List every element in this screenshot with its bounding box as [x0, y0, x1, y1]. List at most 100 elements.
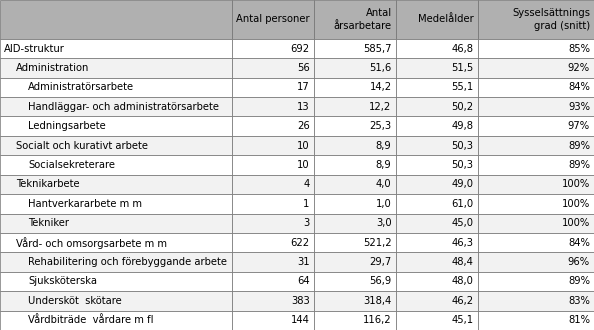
- Bar: [314, 194, 396, 214]
- Bar: [314, 39, 396, 58]
- Text: 97%: 97%: [568, 121, 590, 131]
- Bar: [396, 311, 478, 330]
- Text: 8,9: 8,9: [376, 160, 391, 170]
- Text: 46,2: 46,2: [451, 296, 473, 306]
- Text: 46,3: 46,3: [451, 238, 473, 248]
- Bar: [232, 78, 314, 97]
- Text: Ledningsarbete: Ledningsarbete: [28, 121, 106, 131]
- Text: 100%: 100%: [562, 180, 590, 189]
- Text: 48,4: 48,4: [451, 257, 473, 267]
- Text: 26: 26: [297, 121, 309, 131]
- Bar: [0, 194, 232, 214]
- Bar: [314, 272, 396, 291]
- Bar: [396, 116, 478, 136]
- Bar: [396, 291, 478, 311]
- Text: 64: 64: [297, 277, 309, 286]
- Text: 50,3: 50,3: [451, 141, 473, 150]
- Bar: [232, 155, 314, 175]
- Text: 25,3: 25,3: [369, 121, 391, 131]
- Bar: [396, 194, 478, 214]
- Text: 8,9: 8,9: [376, 141, 391, 150]
- Text: 318,4: 318,4: [364, 296, 391, 306]
- Text: 12,2: 12,2: [369, 102, 391, 112]
- Bar: [314, 78, 396, 97]
- Text: 13: 13: [297, 102, 309, 112]
- Text: Hantverkararbete m m: Hantverkararbete m m: [28, 199, 142, 209]
- Bar: [232, 0, 314, 39]
- Bar: [232, 116, 314, 136]
- Bar: [314, 252, 396, 272]
- Bar: [396, 39, 478, 58]
- Text: 116,2: 116,2: [363, 315, 391, 325]
- Text: 144: 144: [290, 315, 309, 325]
- Bar: [314, 291, 396, 311]
- Text: 383: 383: [291, 296, 309, 306]
- Bar: [478, 194, 594, 214]
- Text: 50,2: 50,2: [451, 102, 473, 112]
- Text: 10: 10: [297, 141, 309, 150]
- Text: Medelålder: Medelålder: [418, 15, 473, 24]
- Bar: [396, 214, 478, 233]
- Text: Vård- och omsorgsarbete m m: Vård- och omsorgsarbete m m: [16, 237, 167, 248]
- Text: 3: 3: [304, 218, 309, 228]
- Bar: [232, 194, 314, 214]
- Text: 93%: 93%: [568, 102, 590, 112]
- Text: 100%: 100%: [562, 218, 590, 228]
- Bar: [0, 272, 232, 291]
- Bar: [478, 291, 594, 311]
- Bar: [396, 155, 478, 175]
- Bar: [232, 291, 314, 311]
- Bar: [0, 233, 232, 252]
- Bar: [314, 116, 396, 136]
- Text: 4,0: 4,0: [376, 180, 391, 189]
- Text: Sysselsättnings: Sysselsättnings: [512, 8, 590, 18]
- Bar: [232, 272, 314, 291]
- Bar: [232, 252, 314, 272]
- Text: Sjuksköterska: Sjuksköterska: [28, 277, 97, 286]
- Bar: [0, 39, 232, 58]
- Text: 56,9: 56,9: [369, 277, 391, 286]
- Text: 17: 17: [297, 82, 309, 92]
- Bar: [0, 175, 232, 194]
- Bar: [478, 311, 594, 330]
- Text: 51,5: 51,5: [451, 63, 473, 73]
- Bar: [396, 233, 478, 252]
- Bar: [0, 0, 232, 39]
- Text: Handläggar- och administratörsarbete: Handläggar- och administratörsarbete: [28, 102, 219, 112]
- Bar: [478, 97, 594, 116]
- Bar: [478, 39, 594, 58]
- Bar: [314, 136, 396, 155]
- Bar: [478, 175, 594, 194]
- Text: Vårdbiträde  vårdare m fl: Vårdbiträde vårdare m fl: [28, 315, 153, 325]
- Text: 31: 31: [297, 257, 309, 267]
- Bar: [396, 78, 478, 97]
- Text: 84%: 84%: [568, 238, 590, 248]
- Bar: [232, 58, 314, 78]
- Text: 81%: 81%: [568, 315, 590, 325]
- Bar: [478, 272, 594, 291]
- Text: 85%: 85%: [568, 44, 590, 53]
- Bar: [478, 116, 594, 136]
- Text: årsarbetare: årsarbetare: [333, 21, 391, 31]
- Bar: [478, 58, 594, 78]
- Bar: [396, 252, 478, 272]
- Bar: [0, 97, 232, 116]
- Text: 61,0: 61,0: [451, 199, 473, 209]
- Bar: [478, 252, 594, 272]
- Bar: [314, 97, 396, 116]
- Text: 89%: 89%: [568, 277, 590, 286]
- Text: Socialt och kurativt arbete: Socialt och kurativt arbete: [16, 141, 148, 150]
- Text: 14,2: 14,2: [369, 82, 391, 92]
- Text: 29,7: 29,7: [369, 257, 391, 267]
- Bar: [396, 272, 478, 291]
- Text: Undersköt  skötare: Undersköt skötare: [28, 296, 122, 306]
- Bar: [396, 136, 478, 155]
- Bar: [232, 233, 314, 252]
- Text: Rehabilitering och förebyggande arbete: Rehabilitering och förebyggande arbete: [28, 257, 227, 267]
- Text: 89%: 89%: [568, 141, 590, 150]
- Text: 622: 622: [290, 238, 309, 248]
- Bar: [314, 58, 396, 78]
- Text: 1,0: 1,0: [376, 199, 391, 209]
- Text: 48,0: 48,0: [451, 277, 473, 286]
- Text: 100%: 100%: [562, 199, 590, 209]
